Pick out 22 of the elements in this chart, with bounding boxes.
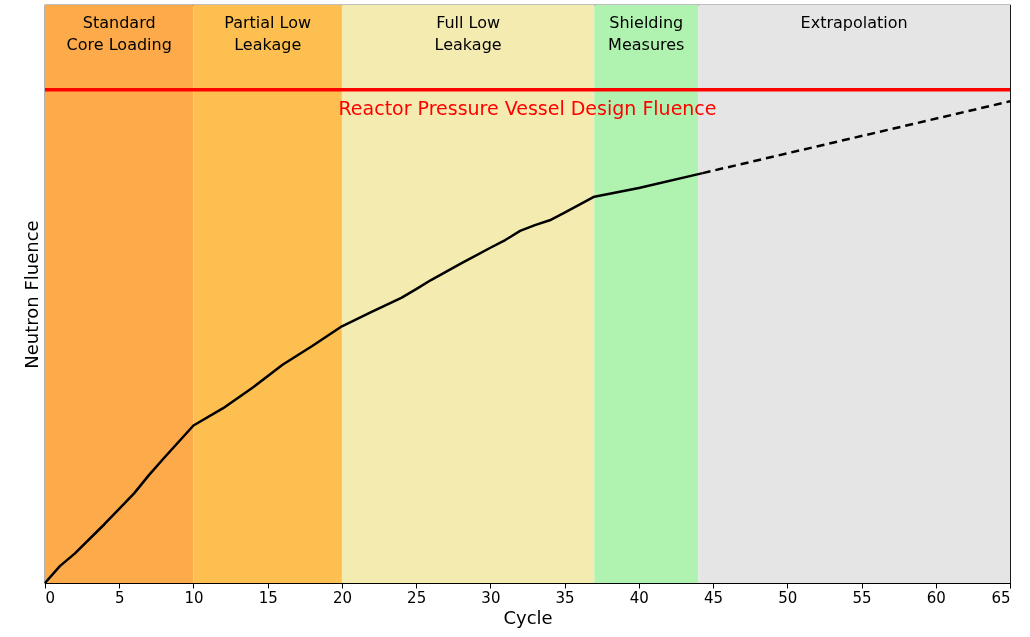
band-label: Standard Core Loading [66,13,172,54]
band-label: Extrapolation [800,13,908,32]
x-tick-label: 35 [555,588,575,607]
x-tick-label: 60 [926,588,946,607]
x-tick-label: 25 [407,588,427,607]
x-tick-label: 40 [629,588,649,607]
band-label: Partial Low Leakage [224,13,312,54]
x-tick-label: 0 [45,588,56,607]
x-tick-label: 30 [481,588,501,607]
band-label: Shielding Measures [608,13,685,54]
band-label: Full Low Leakage [434,13,502,54]
x-tick-label: 20 [332,588,352,607]
x-tick-label: 15 [258,588,278,607]
ref-line-label: Reactor Pressure Vessel Design Fluence [338,96,717,119]
x-tick-label: 65 [991,588,1011,607]
x-tick-label: 50 [778,588,798,607]
y-axis-title: Neutron Fluence [20,220,42,369]
x-tick-label: 45 [704,588,724,607]
x-tick-label: 10 [184,588,204,607]
x-tick-label: 5 [114,588,125,607]
x-axis-title: Cycle [503,606,553,628]
x-tick-label: 55 [852,588,872,607]
